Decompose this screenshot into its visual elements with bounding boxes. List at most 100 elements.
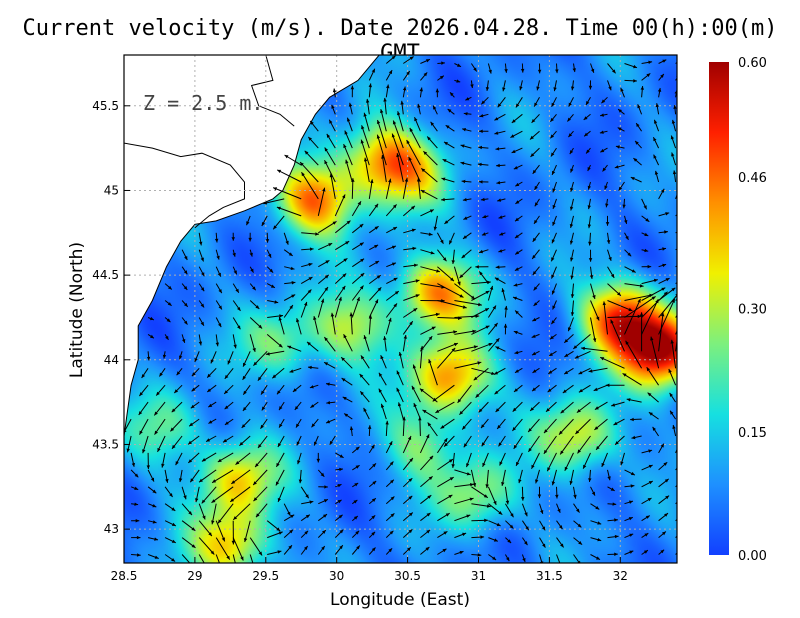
velocity-arrow — [420, 546, 430, 555]
velocity-arrow — [620, 87, 625, 98]
velocity-arrow — [272, 215, 285, 230]
velocity-arrow — [386, 245, 397, 251]
y-tick-label: 43.5 — [92, 437, 119, 451]
velocity-arrow — [383, 336, 387, 352]
velocity-arrow — [164, 503, 176, 512]
velocity-arrow — [385, 420, 389, 437]
velocity-arrow — [147, 316, 155, 321]
velocity-arrow — [224, 401, 234, 410]
velocity-arrow — [570, 249, 574, 262]
velocity-arrow — [142, 435, 149, 454]
velocity-arrow — [589, 266, 594, 279]
velocity-arrow — [130, 486, 139, 491]
velocity-arrow — [301, 262, 313, 268]
velocity-arrow — [147, 520, 157, 524]
velocity-arrow — [461, 179, 472, 184]
velocity-arrow — [313, 435, 319, 446]
velocity-arrow — [519, 80, 523, 91]
velocity-arrow — [300, 545, 308, 555]
velocity-arrow — [513, 283, 523, 287]
velocity-arrow — [587, 198, 591, 210]
velocity-arrow — [318, 485, 328, 489]
velocity-arrow — [572, 334, 591, 350]
velocity-arrow — [157, 435, 166, 453]
velocity-arrow — [215, 537, 231, 560]
velocity-arrow — [215, 249, 220, 260]
velocity-arrow — [515, 97, 523, 108]
velocity-arrow — [496, 181, 506, 185]
velocity-arrow — [497, 96, 506, 108]
velocity-arrow — [224, 418, 234, 426]
velocity-arrow — [181, 520, 196, 532]
velocity-arrow — [531, 384, 540, 392]
velocity-arrow — [402, 457, 414, 471]
velocity-arrow — [646, 366, 660, 386]
velocity-arrow — [360, 355, 370, 369]
velocity-arrow — [443, 141, 455, 149]
velocity-arrow — [454, 283, 476, 300]
velocity-arrow — [496, 163, 506, 168]
velocity-arrow — [587, 215, 592, 229]
velocity-arrow — [378, 388, 387, 403]
velocity-arrow — [242, 401, 251, 412]
velocity-arrow — [543, 418, 557, 434]
velocity-arrow — [485, 80, 490, 91]
velocity-arrow — [147, 537, 159, 541]
velocity-arrow — [427, 422, 438, 437]
velocity-arrow — [232, 300, 241, 312]
velocity-arrow — [385, 55, 396, 64]
velocity-arrow — [351, 515, 359, 522]
velocity-arrow — [294, 401, 302, 411]
velocity-arrow — [368, 179, 374, 199]
velocity-arrow — [504, 63, 508, 73]
velocity-arrow — [376, 119, 387, 149]
velocity-arrow — [641, 73, 651, 81]
velocity-arrow — [463, 112, 472, 116]
velocity-arrow — [301, 232, 319, 236]
velocity-arrow — [277, 486, 285, 503]
velocity-arrow — [607, 486, 615, 492]
velocity-arrow — [514, 310, 523, 318]
velocity-arrow — [594, 401, 608, 411]
velocity-arrow — [569, 232, 574, 245]
velocity-arrow — [487, 285, 494, 301]
velocity-arrow — [590, 486, 596, 496]
velocity-arrow — [546, 452, 557, 472]
velocity-arrow — [283, 249, 293, 257]
velocity-arrow — [535, 469, 540, 484]
velocity-arrow — [300, 289, 312, 301]
velocity-arrow — [289, 367, 302, 373]
velocity-arrow — [369, 225, 379, 234]
velocity-arrow — [198, 469, 217, 483]
velocity-arrow — [533, 97, 540, 107]
velocity-arrow — [668, 368, 677, 386]
velocity-arrow — [658, 188, 665, 200]
velocity-arrow — [164, 486, 174, 498]
velocity-arrow — [532, 232, 540, 243]
velocity-arrow — [368, 463, 377, 471]
velocity-arrow — [232, 554, 236, 563]
velocity-arrow — [499, 452, 506, 466]
velocity-arrow — [653, 119, 660, 132]
velocity-arrow — [503, 323, 508, 335]
velocity-arrow — [246, 215, 251, 226]
x-tick-label: 30.5 — [394, 569, 421, 583]
velocity-arrow — [570, 164, 574, 173]
velocity-arrow — [139, 384, 149, 397]
velocity-arrow — [261, 401, 268, 411]
velocity-arrow — [335, 483, 342, 488]
velocity-arrow — [583, 113, 591, 121]
velocity-arrow — [179, 351, 183, 360]
velocity-arrow — [505, 520, 514, 529]
velocity-arrow — [552, 181, 557, 193]
colorbar-tick-label: 0.46 — [738, 171, 767, 186]
velocity-arrow — [556, 537, 565, 548]
velocity-arrow — [254, 452, 268, 468]
velocity-arrow — [658, 59, 667, 64]
velocity-arrow — [292, 384, 302, 393]
velocity-arrow — [369, 260, 380, 268]
velocity-arrow — [641, 515, 651, 522]
velocity-arrow — [471, 535, 485, 539]
velocity-arrow — [475, 384, 489, 398]
velocity-arrow — [433, 215, 438, 231]
